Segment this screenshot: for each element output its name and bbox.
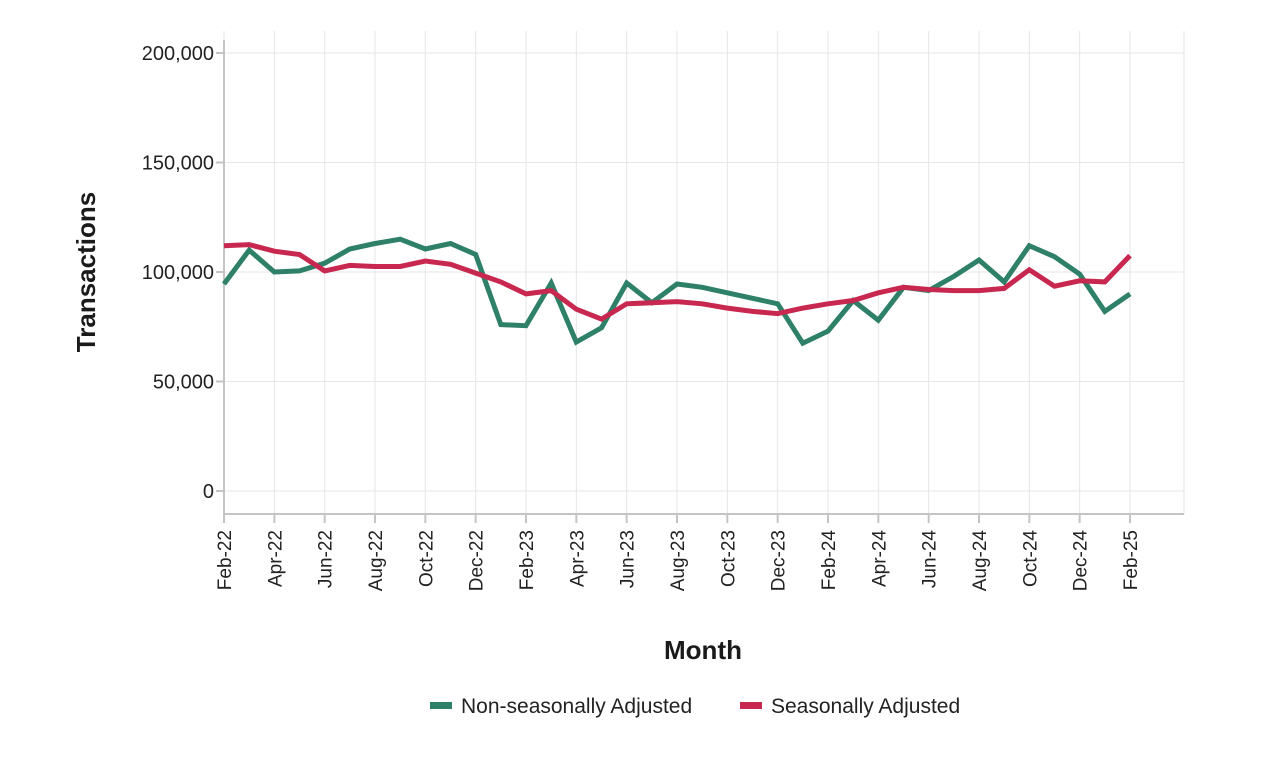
gridlines — [223, 31, 1185, 514]
legend-label-seasonal: Seasonally Adjusted — [771, 695, 960, 718]
x-tick-label: Jun-24 — [920, 530, 941, 589]
y-tick-label: 50,000 — [153, 372, 214, 394]
x-tick-label: Feb-25 — [1121, 530, 1142, 590]
series-lines — [221, 236, 1132, 347]
series-line-non-seasonal — [221, 236, 1132, 347]
x-tick-label: Apr-22 — [265, 530, 286, 587]
x-tick-label: Feb-23 — [517, 530, 538, 590]
x-tick-label: Apr-23 — [567, 530, 588, 587]
x-tick-label: Dec-24 — [1071, 530, 1092, 592]
legend-item-non-seasonal[interactable]: Non-seasonally Adjusted — [430, 695, 692, 718]
legend-swatch-seasonal — [740, 702, 762, 709]
legend-item-seasonal[interactable]: Seasonally Adjusted — [740, 695, 960, 718]
x-axis-title: Month — [664, 635, 742, 665]
x-tick-label: Feb-22 — [215, 530, 236, 590]
x-axis: Feb-22 Apr-22 Jun-22 Aug-22 Oct-22 Dec-22 Feb-… — [215, 514, 1142, 591]
x-tick-label: Oct-23 — [718, 530, 739, 587]
x-tick-label: Apr-24 — [869, 530, 890, 587]
x-tick-label: Aug-22 — [366, 530, 387, 591]
y-axis-title: Transactions — [71, 192, 101, 352]
legend: Non-seasonally Adjusted Seasonally Adjus… — [430, 695, 960, 718]
x-tick-label: Dec-23 — [769, 530, 790, 591]
y-tick-label: 100,000 — [142, 262, 214, 284]
x-tick-label: Jun-22 — [316, 530, 337, 588]
y-tick-label: 0 — [203, 481, 214, 503]
y-tick-label: 200,000 — [142, 43, 214, 65]
x-tick-label: Jun-23 — [618, 530, 639, 588]
y-axis: 0 50,000 100,000 150,000 200,000 — [142, 43, 224, 503]
x-tick-label: Aug-24 — [970, 530, 991, 592]
series-line-seasonal — [223, 242, 1132, 322]
legend-label-non-seasonal: Non-seasonally Adjusted — [461, 695, 692, 718]
y-tick-label: 150,000 — [142, 153, 214, 175]
x-tick-label: Oct-22 — [416, 530, 437, 587]
x-tick-label: Feb-24 — [819, 530, 840, 591]
x-tick-label: Dec-22 — [467, 530, 488, 591]
x-tick-label: Aug-23 — [668, 530, 689, 591]
legend-swatch-non-seasonal — [430, 702, 452, 709]
x-tick-label: Oct-24 — [1020, 530, 1041, 587]
